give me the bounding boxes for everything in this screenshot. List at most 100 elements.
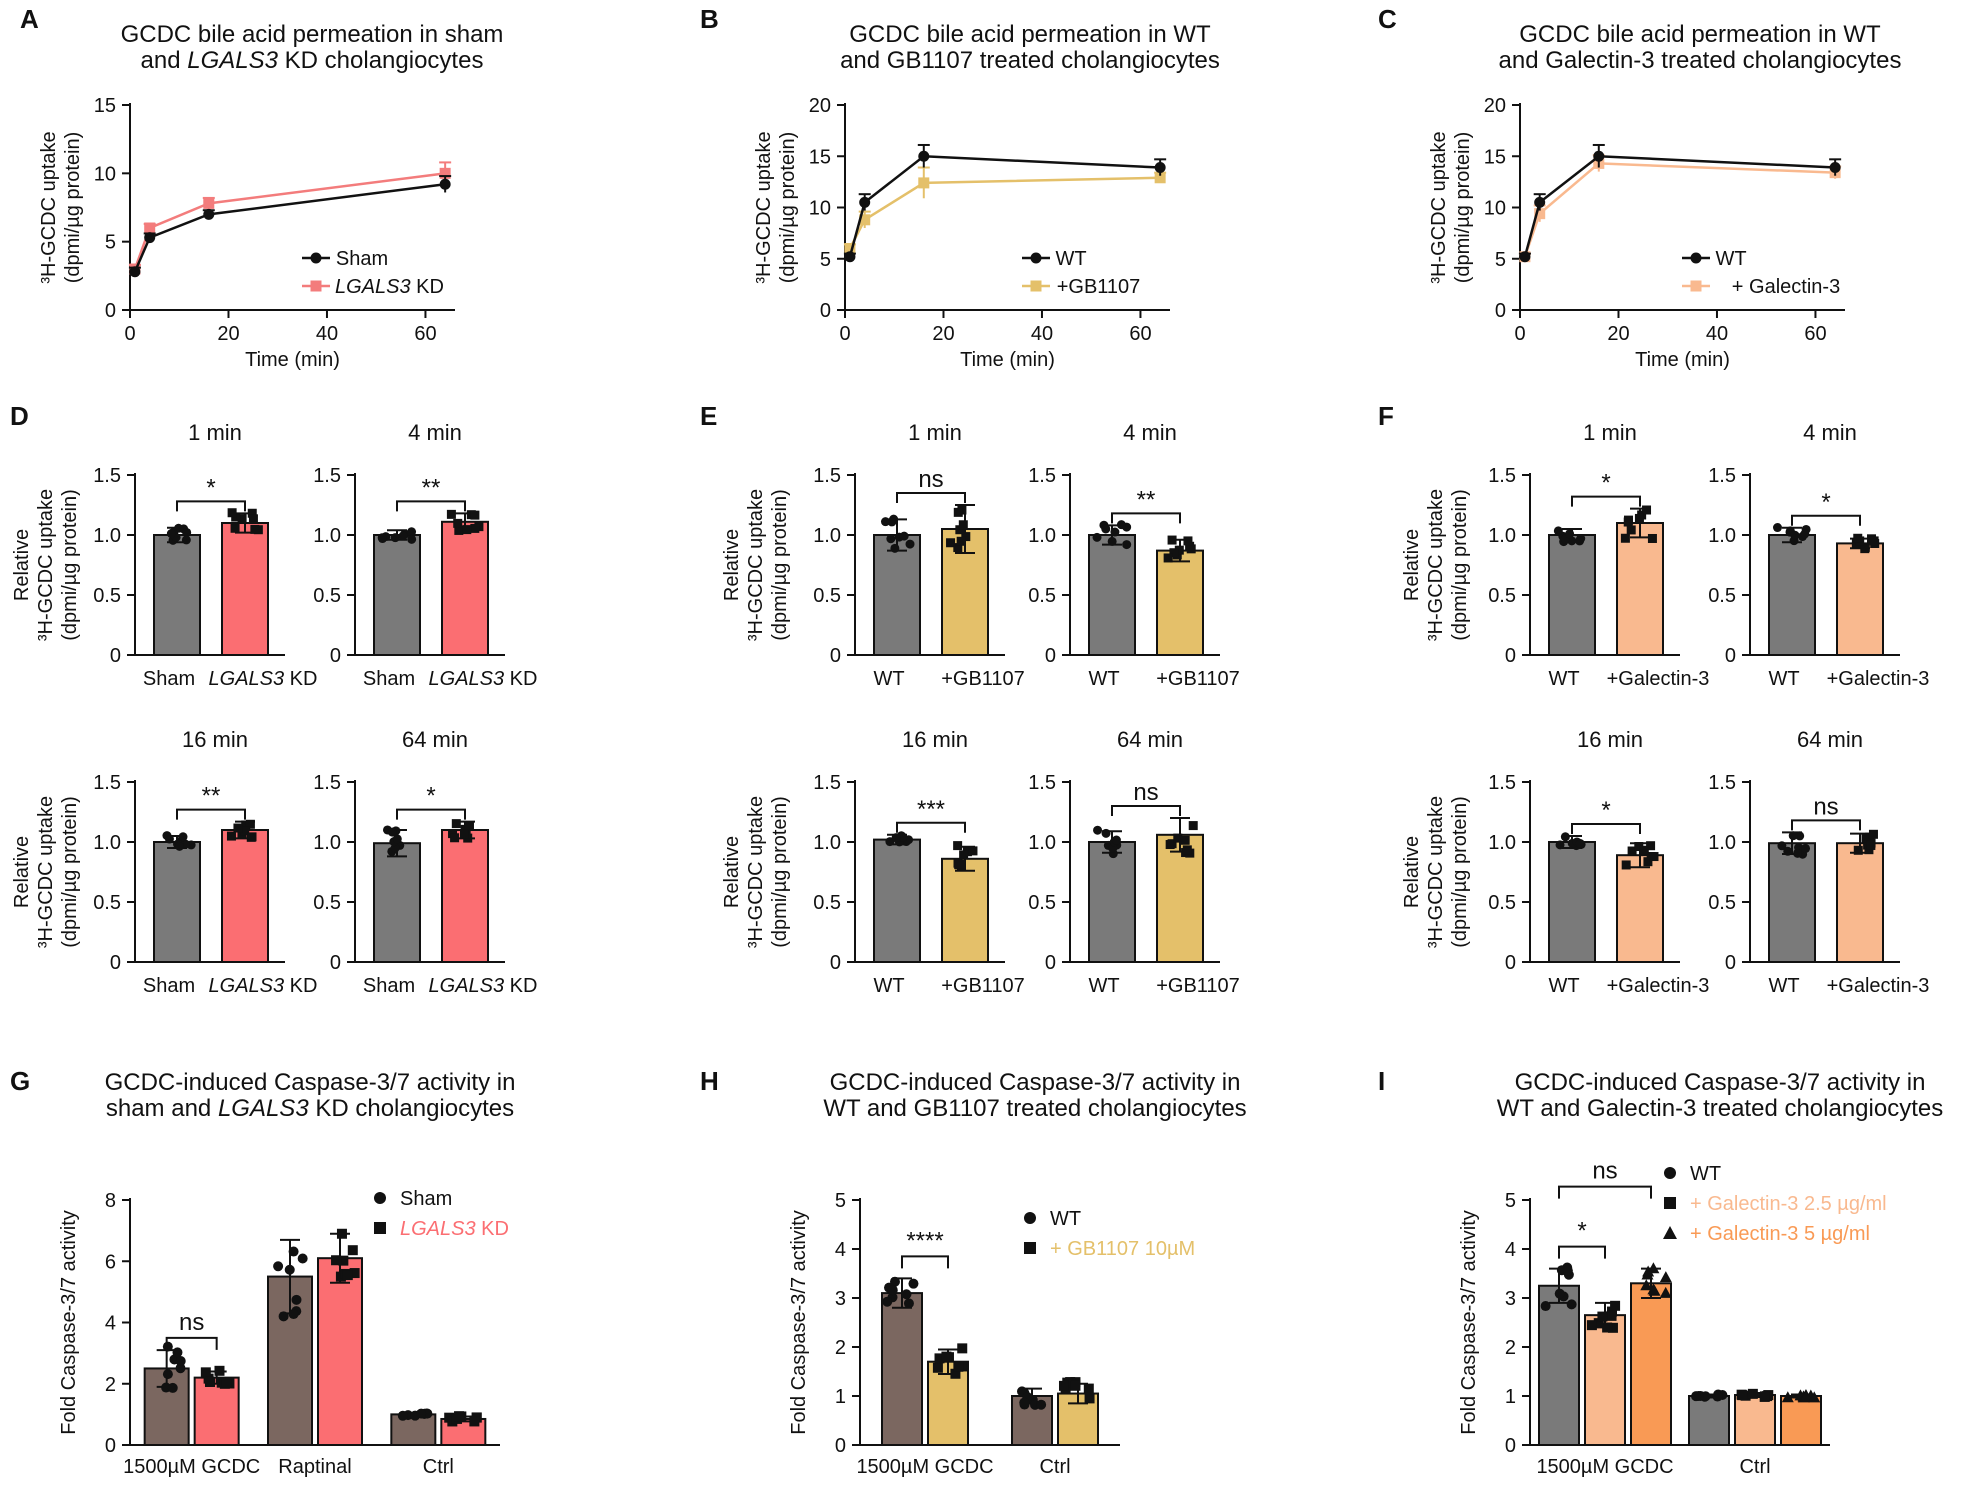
y-tick-label: 5 xyxy=(105,232,116,254)
y-tick-label: 1.5 xyxy=(313,772,341,794)
data-point xyxy=(175,1356,186,1367)
data-point xyxy=(459,829,469,839)
data-point xyxy=(941,1351,952,1362)
x-tick-label: Sham xyxy=(363,975,415,997)
data-point xyxy=(1808,1391,1821,1403)
data-point xyxy=(859,196,871,208)
data-point xyxy=(162,831,172,841)
data-point xyxy=(1555,840,1565,850)
chart-title: GCDC bile acid permeation in WT xyxy=(1519,21,1881,48)
bar xyxy=(873,838,921,963)
x-tick-label: +Galectin-3 xyxy=(1827,975,1930,997)
x-tick-label: Sham xyxy=(363,668,415,690)
y-axis-label-line: ³H-GCDC uptake xyxy=(35,489,57,641)
data-point xyxy=(886,534,896,544)
y-tick-label: 1.0 xyxy=(313,525,341,547)
panel-letter-G: G xyxy=(10,1066,30,1096)
data-point xyxy=(953,507,963,517)
data-point xyxy=(240,826,250,836)
x-tick-label: +GB1107 xyxy=(1156,975,1240,997)
x-tick-label: 60 xyxy=(414,323,436,345)
significance-label: * xyxy=(1821,489,1830,516)
data-point xyxy=(953,543,963,553)
data-point xyxy=(175,841,185,851)
significance-bracket xyxy=(1571,495,1641,507)
bar xyxy=(1156,549,1204,656)
title-part: GCDC bile acid permeation in WT xyxy=(1519,21,1881,48)
bar xyxy=(373,534,421,656)
data-point xyxy=(237,514,247,524)
y-tick-label: 1.0 xyxy=(1488,525,1516,547)
data-point xyxy=(407,527,417,537)
data-point xyxy=(462,525,472,535)
significance-label: * xyxy=(206,474,215,501)
chart-title: GCDC-induced Caspase-3/7 activity in xyxy=(105,1069,516,1096)
data-point xyxy=(1829,162,1841,174)
data-point xyxy=(439,167,451,179)
data-point xyxy=(162,1341,173,1352)
data-point xyxy=(953,841,963,851)
x-tick-label: 0 xyxy=(1514,323,1525,345)
y-axis-label: Relative ³H-GCDC uptake (dpmi/µg protein) xyxy=(11,489,81,641)
significance-label: ** xyxy=(202,783,221,810)
data-point xyxy=(1866,840,1876,850)
y-tick-label: 1.5 xyxy=(1708,465,1736,487)
data-point xyxy=(1586,1320,1597,1331)
data-point xyxy=(1607,1322,1618,1333)
y-tick-label: 0 xyxy=(820,300,831,322)
y-tick-label: 0.5 xyxy=(1028,892,1056,914)
y-axis-label-line: ³H-GCDC uptake xyxy=(38,131,60,283)
data-point xyxy=(1565,529,1575,539)
data-point xyxy=(1188,821,1198,831)
title-part: KD xyxy=(411,276,444,298)
x-tick-label: +Galectin-3 xyxy=(1827,668,1930,690)
data-point xyxy=(221,1377,232,1388)
subplot-title: 4 min xyxy=(1123,420,1177,445)
subplot-title: 1 min xyxy=(908,420,962,445)
y-tick-label: 10 xyxy=(1484,198,1506,220)
panel-letter-C: C xyxy=(1378,4,1397,34)
legend-label: LGALS3 KD xyxy=(335,276,444,298)
y-tick-label: 0 xyxy=(330,952,341,974)
data-point xyxy=(844,243,856,254)
data-point xyxy=(1167,839,1177,849)
bar xyxy=(1768,534,1816,656)
data-point xyxy=(1107,536,1117,546)
title-part: GCDC-induced Caspase-3/7 activity in xyxy=(105,1069,516,1096)
data-point xyxy=(1642,1265,1655,1277)
x-tick-label: +GB1107 xyxy=(1156,668,1240,690)
italic-gene: LGALS3 xyxy=(209,975,285,997)
legend-label: WT xyxy=(1050,1208,1081,1230)
bar xyxy=(1156,833,1204,963)
data-point xyxy=(1793,848,1803,858)
data-point xyxy=(446,509,456,519)
chart-title: GCDC bile acid permeation in WT xyxy=(849,21,1211,48)
y-axis-label-line: (dpmi/µg protein) xyxy=(769,796,791,948)
data-point xyxy=(898,832,908,842)
x-tick-label: WT xyxy=(1088,975,1119,997)
x-tick-label: Sham xyxy=(143,975,195,997)
title-part: +GB1107 xyxy=(1156,668,1240,690)
y-tick-label: 2 xyxy=(835,1337,846,1359)
y-tick-label: 0 xyxy=(1725,952,1736,974)
data-point xyxy=(203,208,215,220)
title-part: + Galectin-3 xyxy=(1732,276,1840,298)
y-tick-label: 2 xyxy=(1505,1337,1516,1359)
data-point xyxy=(233,823,243,833)
data-point xyxy=(1602,1322,1613,1333)
title-part: Sham xyxy=(363,668,415,690)
data-point xyxy=(247,832,257,842)
bar xyxy=(1088,534,1136,656)
y-tick-label: 10 xyxy=(94,163,116,185)
significance-bracket xyxy=(896,492,966,503)
data-point xyxy=(288,1246,299,1257)
legend-label: WT xyxy=(1715,248,1746,270)
significance-label: ** xyxy=(1137,486,1156,513)
significance-label: * xyxy=(1601,470,1610,497)
data-point xyxy=(1058,1380,1069,1391)
title-part: WT xyxy=(1768,668,1799,690)
series-line xyxy=(848,176,1161,250)
